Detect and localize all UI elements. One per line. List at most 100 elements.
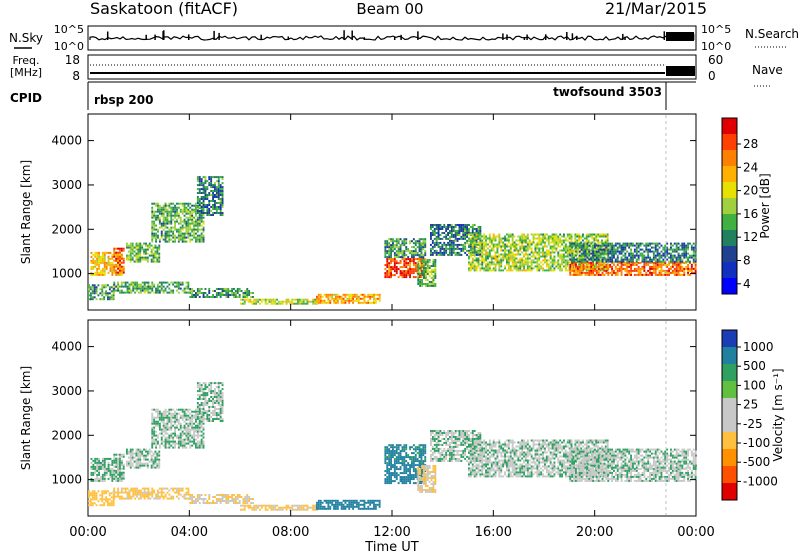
power-cell-region-4 — [176, 236, 178, 239]
power-cell-region-13 — [475, 243, 478, 246]
power-cell-region-0 — [90, 251, 93, 254]
power-cell-region-14 — [521, 233, 524, 236]
power-cell-region-16 — [614, 252, 617, 255]
power-cell-region-5 — [215, 192, 218, 194]
power-cell-region-14 — [528, 261, 531, 264]
power-cell-region-13 — [449, 249, 451, 252]
power-cell-region-4 — [176, 230, 178, 233]
power-cell-region-12 — [419, 265, 422, 267]
velocity-scatter-layer — [88, 382, 697, 511]
power-cell-region-1 — [119, 267, 121, 270]
power-cell-region-1 — [115, 269, 118, 272]
velocity-cell-region-1 — [115, 463, 118, 466]
power-cell-region-14 — [593, 233, 596, 236]
power-cell-region-14 — [468, 261, 470, 264]
power-cell-region-0 — [96, 259, 99, 262]
power-cell-region-14 — [513, 267, 516, 270]
power-cell-region-15 — [616, 261, 619, 264]
power-cell-region-4 — [155, 234, 157, 237]
power-cell-region-14 — [547, 269, 550, 272]
power-cell-region-5 — [215, 194, 218, 196]
power-cell-region-9 — [335, 297, 337, 300]
power-cell-region-13 — [475, 228, 478, 230]
power-cell-region-0 — [100, 259, 102, 262]
velocity-cell-region-4 — [153, 420, 156, 423]
power-cell-region-14 — [549, 247, 552, 250]
power-cell-region-4 — [168, 210, 171, 213]
power-cell-region-4 — [198, 212, 201, 215]
power-cell-region-13 — [443, 253, 446, 256]
power-cell-region-5 — [200, 188, 203, 191]
power-cell-region-16 — [609, 242, 612, 245]
power-cell-region-4 — [200, 232, 203, 235]
power-cell-region-14 — [519, 235, 522, 238]
power-ylabel: Slant Range [km] — [19, 160, 33, 264]
power-cell-region-0 — [90, 259, 93, 262]
power-cell-region-16 — [611, 256, 613, 259]
power-cell-region-16 — [628, 246, 631, 249]
power-cell-region-8 — [257, 298, 259, 301]
velocity-cell-region-3 — [137, 454, 140, 457]
power-cell-region-8 — [260, 300, 263, 303]
power-cell-region-13 — [443, 226, 446, 228]
power-cell-region-14 — [511, 237, 514, 240]
power-cell-region-12 — [417, 265, 420, 267]
power-cell-region-2 — [103, 284, 106, 287]
power-cell-region-14 — [542, 249, 544, 252]
power-cell-region-11 — [397, 246, 400, 249]
power-cell-region-9 — [367, 293, 370, 296]
power-cell-region-14 — [492, 243, 495, 246]
power-cell-region-16 — [603, 252, 606, 255]
power-cell-region-9 — [374, 297, 377, 300]
power-cell-region-14 — [549, 253, 552, 256]
power-cell-region-16 — [677, 242, 680, 245]
velocity-cell-region-4 — [160, 442, 163, 445]
power-cell-region-9 — [316, 301, 318, 304]
power-cell-region-15 — [613, 271, 615, 274]
power-cell-region-5 — [196, 198, 199, 200]
power-cell-region-4 — [166, 212, 169, 215]
power-cell-region-14 — [540, 233, 543, 236]
power-cell-region-4 — [187, 212, 190, 215]
velocity-cell-region-4 — [162, 420, 165, 423]
power-cell-region-14 — [540, 239, 543, 242]
velocity-cell-region-0 — [100, 463, 102, 466]
power-cell-region-3 — [145, 244, 147, 247]
power-cell-region-14 — [511, 239, 514, 242]
power-cell-region-14 — [488, 237, 491, 240]
power-cell-region-0 — [119, 253, 121, 256]
velocity-cell-region-4 — [193, 426, 195, 429]
power-cell-region-14 — [475, 257, 478, 260]
power-cell-region-16 — [656, 244, 659, 247]
velocity-cell-region-4 — [183, 446, 186, 449]
velocity-cell-region-4 — [196, 436, 199, 439]
power-cell-region-16 — [576, 242, 579, 245]
power-cell-region-11 — [424, 250, 427, 253]
power-cell-region-12 — [424, 279, 427, 281]
power-cell-region-8 — [298, 298, 301, 301]
power-cell-region-14 — [557, 265, 560, 268]
power-cell-region-15 — [637, 261, 640, 264]
power-cell-region-4 — [157, 234, 159, 237]
velocity-cell-region-4 — [185, 412, 188, 415]
power-cell-region-16 — [687, 260, 689, 263]
power-cell-region-14 — [521, 239, 524, 242]
power-cell-region-4 — [168, 204, 171, 207]
power-cell-region-15 — [595, 261, 598, 264]
velocity-cell-region-0 — [94, 469, 97, 472]
power-cell-region-16 — [647, 252, 650, 255]
power-cell-region-4 — [200, 216, 203, 219]
power-cell-region-16 — [609, 246, 612, 249]
velocity-cell-region-4 — [193, 440, 195, 443]
power-cell-region-14 — [542, 241, 544, 244]
power-cell-region-11 — [416, 242, 419, 245]
power-cell-region-6 — [136, 285, 138, 288]
power-cell-region-5 — [200, 192, 203, 194]
power-cell-region-5 — [196, 210, 199, 212]
power-cell-region-10 — [384, 272, 387, 275]
power-cell-region-5 — [206, 214, 209, 216]
velocity-cell-region-4 — [158, 416, 161, 419]
power-cell-region-16 — [675, 246, 678, 249]
power-cell-region-5 — [214, 196, 216, 198]
power-cell-region-9 — [378, 299, 381, 302]
